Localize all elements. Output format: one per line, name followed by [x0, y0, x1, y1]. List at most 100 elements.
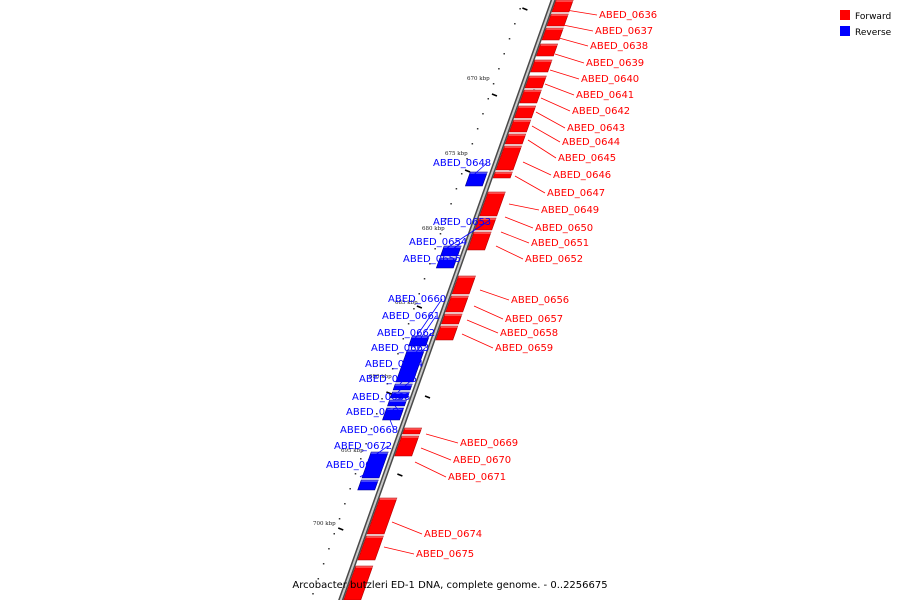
minor-tick	[423, 278, 426, 280]
major-tick	[397, 473, 403, 477]
gene-label[interactable]: ABED_0639	[586, 58, 644, 69]
forward-gene-23-feature[interactable]	[343, 565, 374, 600]
major-tick	[491, 93, 498, 97]
label-leader	[531, 125, 561, 143]
forward-gene-0-feature[interactable]	[551, 0, 574, 13]
reverse-gene-0-feature[interactable]	[464, 171, 488, 187]
gene-label[interactable]: ABED_0644	[562, 137, 620, 148]
gene-label[interactable]: ABED_0636	[599, 10, 657, 21]
gene-label[interactable]: ABED_0657	[505, 314, 563, 325]
gene-label[interactable]: ABED_0659	[495, 343, 553, 354]
gene-label[interactable]: ABED_0637	[595, 26, 653, 37]
dna-backbone	[338, 0, 556, 600]
forward-gene-22-feature[interactable]	[357, 535, 384, 561]
gene-label[interactable]: ABED_0666	[352, 392, 410, 403]
reverse-gene-5-feature[interactable]	[392, 383, 413, 391]
gene-label[interactable]: ABED_0642	[572, 106, 630, 117]
forward-gene-15-feature[interactable]	[451, 275, 476, 295]
label-leader	[425, 433, 459, 444]
forward-gene-5-feature[interactable]	[524, 75, 547, 89]
gene-label[interactable]: ABED_0646	[553, 170, 611, 181]
forward-gene-10-feature[interactable]	[495, 145, 522, 171]
gene-label[interactable]: ABED_0647	[547, 188, 605, 199]
forward-gene-19-feature[interactable]	[402, 427, 423, 435]
forward-gene-3-feature[interactable]	[535, 43, 559, 57]
gene-label[interactable]: ABED_0674	[424, 529, 482, 540]
reverse-gene-10-feature[interactable]	[357, 479, 379, 491]
gene-label[interactable]: ABED_0672	[334, 441, 392, 452]
reverse-gene-4-feature[interactable]	[395, 349, 425, 383]
minor-tick	[514, 23, 516, 25]
gene-label[interactable]: ABED_0643	[567, 123, 625, 134]
legend-label-forward: Forward	[855, 12, 891, 22]
forward-gene-16-feature[interactable]	[445, 295, 469, 313]
gene-label[interactable]: ABED_0653	[433, 217, 491, 228]
minor-tick	[503, 53, 505, 55]
gene-label[interactable]: ABED_0671	[448, 472, 506, 483]
gene-label[interactable]: ABED_0664	[365, 359, 423, 370]
forward-gene-8-feature[interactable]	[509, 119, 532, 133]
gene-label[interactable]: ABED_0667	[346, 407, 404, 418]
scale-label: 700 kbp	[313, 521, 336, 527]
forward-gene-4-feature[interactable]	[530, 59, 553, 73]
forward-gene-6-feature[interactable]	[519, 89, 542, 104]
minor-tick	[333, 533, 335, 535]
gene-label[interactable]: ABED_0662	[377, 328, 435, 339]
forward-gene-1-feature[interactable]	[546, 13, 569, 27]
forward-gene-7-feature[interactable]	[514, 105, 537, 119]
reverse-gene-7-feature[interactable]	[387, 399, 408, 407]
major-tick	[386, 391, 392, 395]
minor-tick	[466, 158, 468, 160]
minor-tick	[391, 368, 394, 370]
gene-label[interactable]: ABED_0645	[558, 153, 616, 164]
gene-label[interactable]: ABED_0670	[453, 455, 511, 466]
scale-label: 685 kbp	[395, 300, 418, 306]
forward-gene-18-feature[interactable]	[435, 325, 459, 341]
forward-gene-17-feature[interactable]	[441, 313, 463, 325]
gene-label[interactable]: ABED_0655	[403, 254, 461, 265]
legend-label-reverse: Reverse	[855, 28, 892, 38]
genome-caption: Arcobacter butzleri ED-1 DNA, complete g…	[292, 580, 607, 591]
gene-label[interactable]: ABED_0638	[590, 41, 648, 52]
gene-label[interactable]: ABED_0673	[326, 460, 384, 471]
reverse-gene-8-feature[interactable]	[382, 407, 405, 421]
forward-gene-13-feature[interactable]	[474, 217, 497, 231]
gene-label[interactable]: ABED_0661	[382, 311, 440, 322]
minor-tick	[397, 353, 399, 355]
gene-label[interactable]: ABED_0649	[541, 205, 599, 216]
gene-label[interactable]: ABED_0658	[500, 328, 558, 339]
label-leader	[473, 305, 504, 320]
gene-label[interactable]: ABED_0668	[340, 425, 398, 436]
gene-label[interactable]: ABED_0641	[576, 90, 634, 101]
gene-label[interactable]: ABED_0654	[409, 237, 467, 248]
gene-label[interactable]: ABED_0656	[511, 295, 569, 306]
forward-gene-2-feature[interactable]	[541, 27, 564, 41]
forward-gene-11-feature[interactable]	[492, 171, 513, 179]
gene-label[interactable]: ABED_0652	[525, 254, 583, 265]
gene-label[interactable]: ABED_0660	[388, 294, 446, 305]
forward-gene-14-feature[interactable]	[467, 231, 492, 251]
forward-gene-21-feature[interactable]	[366, 497, 398, 535]
scale-label: 675 kbp	[445, 151, 468, 157]
reverse-gene-6-feature[interactable]	[389, 391, 410, 399]
gene-label[interactable]: ABED_0663	[371, 343, 429, 354]
gene-label[interactable]: ABED_0669	[460, 438, 518, 449]
gene-label[interactable]: ABED_0650	[535, 223, 593, 234]
minor-tick	[434, 248, 436, 250]
gene-label[interactable]: ABED_0651	[531, 238, 589, 249]
forward-gene-9-feature[interactable]	[504, 133, 527, 145]
major-tick	[337, 527, 344, 531]
gene-label[interactable]: ABED_0648	[433, 158, 491, 169]
forward-gene-20-feature[interactable]	[394, 435, 420, 457]
gene-label[interactable]: ABED_0640	[581, 74, 639, 85]
forward-features	[343, 0, 574, 600]
minor-tick	[508, 38, 511, 40]
minor-tick	[418, 293, 420, 295]
forward-gene-12-feature[interactable]	[479, 191, 506, 217]
minor-tick	[322, 563, 325, 565]
label-leader	[367, 445, 389, 461]
gene-label[interactable]: ABED_0665	[359, 374, 417, 385]
scale-label: 690 kbp	[369, 374, 392, 380]
gene-label[interactable]: ABED_0675	[416, 549, 474, 560]
